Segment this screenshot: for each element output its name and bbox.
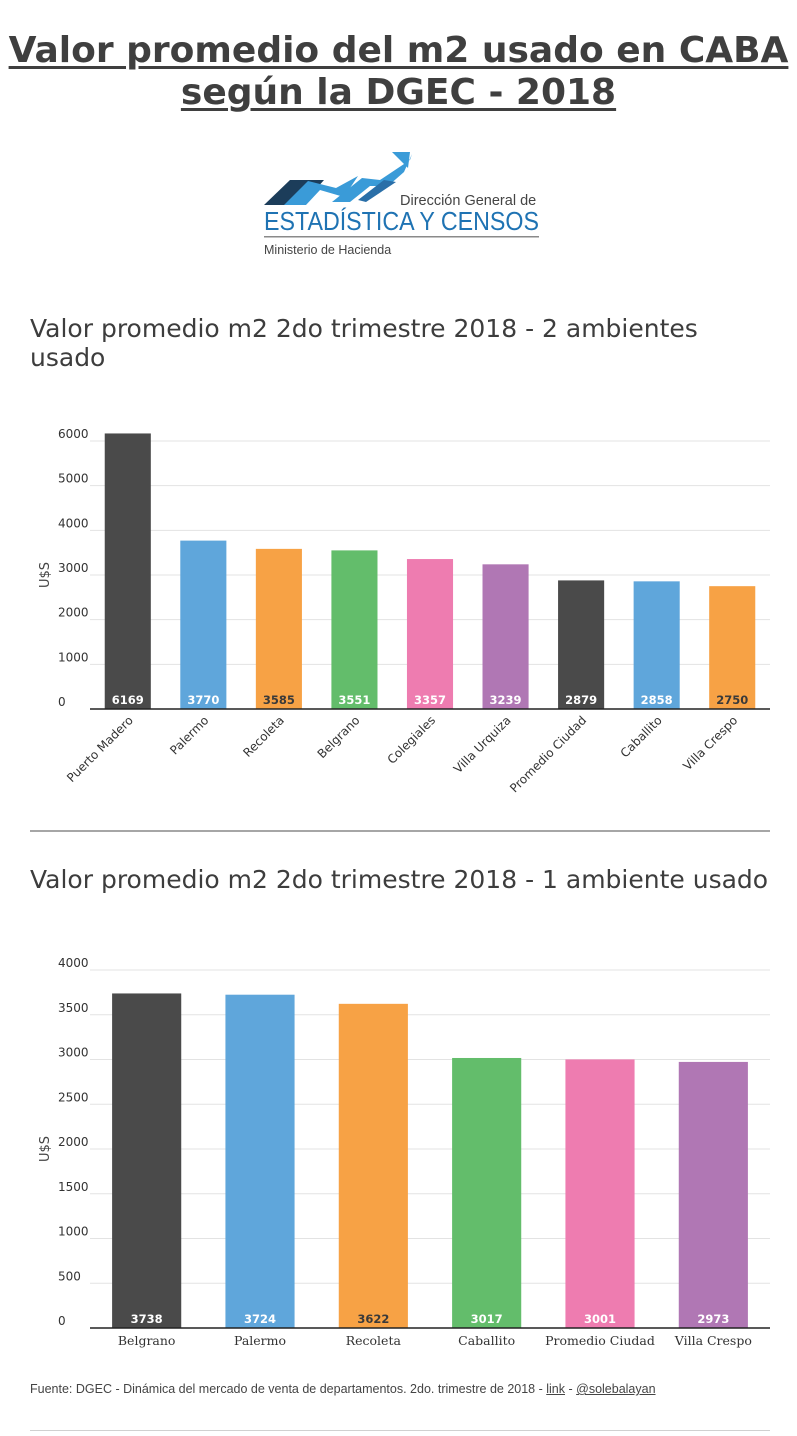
logo-line-3: Ministerio de Hacienda [264, 243, 391, 257]
data-label: 6169 [112, 693, 144, 707]
data-label: 3622 [357, 1312, 389, 1326]
y-tick-label: 3500 [58, 1001, 89, 1015]
data-label: 3724 [244, 1312, 276, 1326]
bar [452, 1057, 522, 1328]
bar [565, 1059, 635, 1328]
page-title: Valor promedio del m2 usado en CABA segú… [0, 30, 797, 114]
data-label: 3239 [490, 693, 522, 707]
x-tick-label: Puerto Madero [64, 713, 136, 785]
bar [104, 433, 151, 709]
x-tick-label: Caballito [618, 713, 665, 760]
y-tick-label: 0 [58, 1314, 66, 1328]
bar [331, 550, 378, 709]
logo-arrow-icon [264, 152, 412, 205]
bar [338, 1003, 408, 1328]
x-tick-label: Belgrano [315, 713, 363, 761]
data-label: 2973 [697, 1312, 729, 1326]
footer-separator: - [565, 1382, 577, 1396]
x-tick-label: Villa Crespo [674, 1333, 752, 1348]
y-tick-label: 500 [58, 1269, 81, 1283]
y-tick-label: 6000 [58, 427, 89, 441]
y-tick-label: 4000 [58, 956, 89, 970]
page-title-line-1: Valor promedio del m2 usado en CABA [8, 30, 789, 71]
logo-line-2: ESTADÍSTICA Y CENSOS [264, 207, 539, 236]
y-tick-label: 0 [58, 695, 66, 709]
chart-2-title: Valor promedio m2 2do trimestre 2018 - 1… [30, 865, 769, 894]
data-label: 3001 [584, 1312, 616, 1326]
x-tick-label: Colegiales [385, 713, 439, 767]
x-tick-label: Recoleta [346, 1333, 402, 1348]
author-handle-link[interactable]: @solebalayan [576, 1382, 656, 1396]
dgec-logo: Dirección General de ESTADÍSTICA Y CENSO… [264, 152, 539, 257]
x-tick-label: Villa Crespo [680, 713, 740, 773]
y-tick-label: 1500 [58, 1180, 89, 1194]
chart-1-ambiente: 0 500 1000 1500 2000 2500 3000 3500 4000 U$S 3738 B… [38, 956, 770, 1348]
bottom-divider [30, 1430, 770, 1431]
bar [112, 993, 182, 1328]
y-tick-label: 2000 [58, 1135, 89, 1149]
x-tick-label: Palermo [234, 1333, 286, 1348]
x-tick-label: Promedio Ciudad [507, 713, 589, 795]
bar [180, 540, 227, 709]
data-label: 3738 [131, 1312, 163, 1326]
x-tick-label: Caballito [458, 1333, 515, 1348]
data-label: 2750 [716, 693, 748, 707]
x-tick-label: Belgrano [118, 1333, 176, 1348]
source-link[interactable]: link [546, 1382, 566, 1396]
data-label: 3017 [471, 1312, 503, 1326]
y-tick-label: 3000 [58, 561, 89, 575]
bar [633, 581, 680, 709]
data-label: 3585 [263, 693, 295, 707]
page-title-line-2: según la DGEC - 2018 [180, 72, 617, 113]
data-label: 2858 [641, 693, 673, 707]
bar [709, 586, 756, 709]
data-label: 3357 [414, 693, 446, 707]
x-tick-label: Promedio Ciudad [545, 1333, 655, 1348]
section-divider [30, 830, 770, 832]
data-label: 2879 [565, 693, 597, 707]
bar [225, 994, 295, 1328]
logo-rule [264, 236, 539, 238]
data-label: 3770 [187, 693, 219, 707]
y-tick-label: 1000 [58, 1225, 89, 1239]
y-tick-label: 4000 [58, 516, 89, 530]
y-tick-label: 3000 [58, 1046, 89, 1060]
logo-line-1: Dirección General de [400, 193, 536, 209]
y-tick-label: 2000 [58, 606, 89, 620]
y-axis-title: U$S [38, 562, 53, 588]
bar [482, 564, 529, 709]
x-tick-label: Palermo [167, 713, 211, 757]
chart-1-title: Valor promedio m2 2do trimestre 2018 - 2… [30, 314, 698, 372]
x-tick-label: Recoleta [240, 713, 287, 760]
bar [558, 580, 605, 709]
footer-source-text: Fuente: DGEC - Dinámica del mercado de v… [30, 1382, 547, 1396]
bar [255, 548, 302, 709]
y-tick-label: 5000 [58, 472, 89, 486]
y-tick-label: 1000 [58, 650, 89, 664]
chart-2-ambientes: 0 1000 2000 3000 4000 5000 6000 U$S 6169 Puerto M… [38, 427, 770, 795]
y-tick-label: 2500 [58, 1090, 89, 1104]
x-tick-label: Villa Urquiza [451, 713, 514, 776]
data-label: 3551 [338, 693, 370, 707]
y-axis-title: U$S [38, 1136, 53, 1162]
bar [678, 1061, 748, 1328]
source-footer: Fuente: DGEC - Dinámica del mercado de v… [30, 1382, 770, 1396]
bar [406, 559, 454, 709]
